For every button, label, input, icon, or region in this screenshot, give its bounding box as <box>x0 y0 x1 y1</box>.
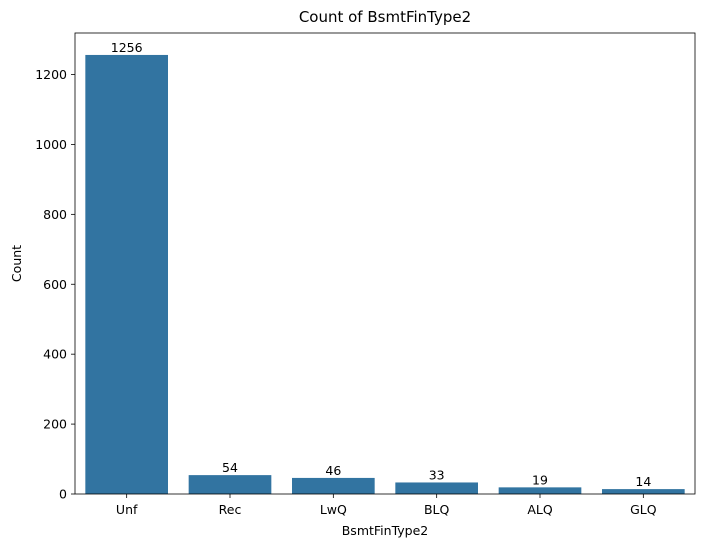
x-axis-label: BsmtFinType2 <box>342 523 429 538</box>
y-tick-label: 1200 <box>35 67 67 82</box>
bar-alq <box>498 487 582 494</box>
x-tick-label: GLQ <box>630 502 657 517</box>
x-tick-label: LwQ <box>320 502 347 517</box>
bar-glq <box>602 489 685 494</box>
y-tick-label: 600 <box>43 277 67 292</box>
y-axis-label: Count <box>9 245 24 282</box>
bar-value-label: 33 <box>429 467 445 482</box>
x-tick-label: Unf <box>116 502 138 517</box>
bar-rec <box>188 475 272 494</box>
chart-title: Count of BsmtFinType2 <box>299 8 471 26</box>
bar-blq <box>395 482 478 494</box>
y-tick-label: 400 <box>43 347 67 362</box>
y-tick-label: 0 <box>59 487 67 502</box>
y-tick-label: 1000 <box>35 137 67 152</box>
plot-area-frame <box>74 32 696 495</box>
bar-value-label: 1256 <box>111 40 143 55</box>
x-tick-label: BLQ <box>424 502 450 517</box>
bar-value-label: 14 <box>635 474 651 489</box>
bar-value-label: 54 <box>222 460 238 475</box>
bar-unf <box>85 54 168 494</box>
y-tick-label: 800 <box>43 207 67 222</box>
bar-value-label: 46 <box>325 463 341 478</box>
bar-value-label: 19 <box>532 472 548 487</box>
x-tick-label: Rec <box>219 502 242 517</box>
x-tick-label: ALQ <box>527 502 553 517</box>
y-tick-label: 200 <box>43 417 67 432</box>
bar-lwq <box>292 477 375 494</box>
